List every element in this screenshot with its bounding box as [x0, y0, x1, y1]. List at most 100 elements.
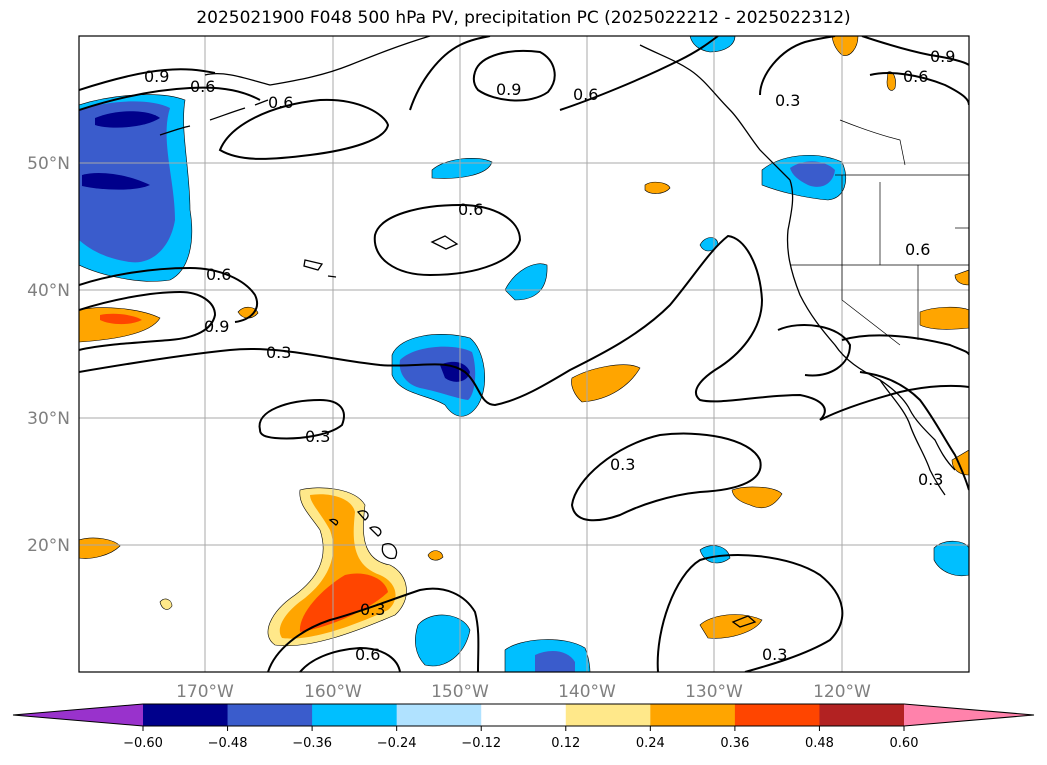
aleutians — [159, 99, 269, 136]
contour-label: 0.3 — [762, 645, 787, 664]
colorbar-tick-label: −0.12 — [461, 736, 501, 751]
baja — [879, 379, 946, 496]
contour-0.6-loop-nw — [218, 98, 390, 160]
positive-fill-west3 — [79, 537, 121, 559]
lon-label-170w: 170°W — [176, 682, 234, 702]
lat-label-40n: 40°N — [27, 281, 70, 301]
contour-label: 0.6 — [355, 645, 380, 664]
lon-label-120w: 120°W — [813, 682, 871, 702]
colorbar-segment — [143, 704, 229, 726]
contour-label-group: 0.9 0.6 0.6 0.9 0.6 0.3 0.6 0.9 0.6 0.6 … — [144, 47, 955, 664]
negative-fill-coast-core — [790, 161, 835, 187]
colorbar-segment — [227, 704, 313, 726]
pv-contours — [79, 36, 969, 672]
colorbar-tick-label: −0.48 — [208, 736, 248, 751]
positive-fill-west2 — [237, 306, 259, 319]
precipitation-fills — [79, 36, 969, 672]
graticule — [79, 36, 969, 672]
positive-fill-east2 — [731, 486, 783, 509]
colorbar-segment — [565, 704, 651, 726]
colorbar-tick-label: −0.36 — [292, 736, 332, 751]
contour-0.6-nw — [79, 86, 261, 111]
map-area — [79, 36, 969, 672]
contour-label: 0.6 — [573, 85, 598, 104]
negative-fill-nw-deep1 — [95, 111, 160, 128]
positive-fill-west — [79, 307, 161, 343]
islands-mid — [303, 259, 337, 278]
colorbar-segment — [819, 704, 905, 726]
contour-0.9-nw — [79, 68, 216, 91]
lat-label-20n: 20°N — [27, 536, 70, 556]
contour-0.3-se-lower — [859, 371, 969, 491]
contour-0.3-south — [267, 587, 480, 672]
colorbar-tick-label: 0.36 — [720, 736, 749, 751]
us-west-coast — [786, 179, 956, 471]
colorbar-tick-label: 0.48 — [805, 736, 834, 751]
colorbar-segment — [734, 704, 820, 726]
colorbar-segment — [396, 704, 482, 726]
negative-fill-central-deep — [440, 361, 470, 382]
colorbar-tick-label: 0.24 — [636, 736, 665, 751]
contour-label: 0.6 — [268, 93, 293, 112]
colorbar-tick-label: 0.12 — [551, 736, 580, 751]
contour-label: 0.6 — [458, 200, 483, 219]
island-center — [430, 235, 459, 250]
contour-0.6-west — [79, 266, 258, 323]
colorbar-tick-label: 0.60 — [890, 736, 919, 751]
contour-label: 0.3 — [610, 455, 635, 474]
latitude-labels: 50°N 40°N 30°N 20°N — [27, 154, 70, 556]
negative-fill-south2-core — [535, 650, 575, 672]
contour-label: 0.3 — [918, 470, 943, 489]
hawaii — [328, 510, 398, 560]
contour-0.9-west — [79, 290, 217, 351]
contour-0.3-main — [79, 234, 969, 421]
contour-label: 0.6 — [903, 67, 928, 86]
colorbar-tick-label: −0.24 — [377, 736, 417, 751]
lon-label-140w: 140°W — [558, 682, 616, 702]
contour-label: 0.3 — [305, 427, 330, 446]
lon-label-150w: 150°W — [431, 682, 489, 702]
colorbar-tick-label: −0.60 — [123, 736, 163, 751]
contour-0.3-se — [777, 324, 969, 377]
contour-label: 0.9 — [930, 47, 955, 66]
map-title: 2025021900 F048 500 hPa PV, precipitatio… — [196, 8, 851, 28]
negative-fill-nw-deep2 — [82, 173, 150, 190]
colorbar-extend-min — [13, 704, 143, 726]
positive-fill-west-core — [100, 313, 142, 325]
positive-fill-east1 — [571, 364, 641, 403]
lat-label-50n: 50°N — [27, 154, 70, 174]
contour-0.6-top — [409, 36, 719, 111]
contour-label: 0.9 — [144, 67, 169, 86]
contour-label: 0.3 — [360, 600, 385, 619]
lat-label-30n: 30°N — [27, 409, 70, 429]
contour-0.3-south-right — [656, 554, 844, 672]
negative-fill-south1 — [415, 614, 471, 667]
colorbar-segment — [481, 704, 567, 726]
positive-fill-south5 — [427, 550, 444, 561]
lon-label-130w: 130°W — [685, 682, 743, 702]
contour-label: 0.6 — [905, 240, 930, 259]
positive-fill-east6 — [951, 449, 969, 476]
contour-0.9-ne — [861, 36, 969, 66]
contour-0.9-top — [472, 49, 556, 102]
contour-0.3-east-loop — [570, 432, 762, 522]
contour-label: 0.6 — [190, 77, 215, 96]
colorbar: −0.60 −0.48 −0.36 −0.24 −0.12 0.12 0.24 0.36 0.4… — [12, 703, 1035, 751]
positive-fill-east4 — [919, 306, 969, 330]
positive-fill-south6 — [159, 598, 173, 610]
positive-fill-east5 — [644, 181, 671, 194]
colorbar-extend-max — [904, 704, 1034, 726]
contour-0.6-center — [373, 203, 522, 277]
map-frame — [78, 35, 970, 673]
contour-0.3-loop-left — [258, 398, 345, 440]
island-south — [731, 615, 757, 628]
positive-fill-east7 — [954, 269, 969, 286]
lon-label-160w: 160°W — [304, 682, 362, 702]
negative-fill-south4 — [933, 540, 969, 577]
contour-label: 0.3 — [775, 91, 800, 110]
colorbar-segment — [312, 704, 398, 726]
longitude-labels: 170°W 160°W 150°W 140°W 130°W 120°W — [176, 682, 871, 702]
contour-label: 0.3 — [266, 343, 291, 362]
contour-label: 0.9 — [496, 80, 521, 99]
